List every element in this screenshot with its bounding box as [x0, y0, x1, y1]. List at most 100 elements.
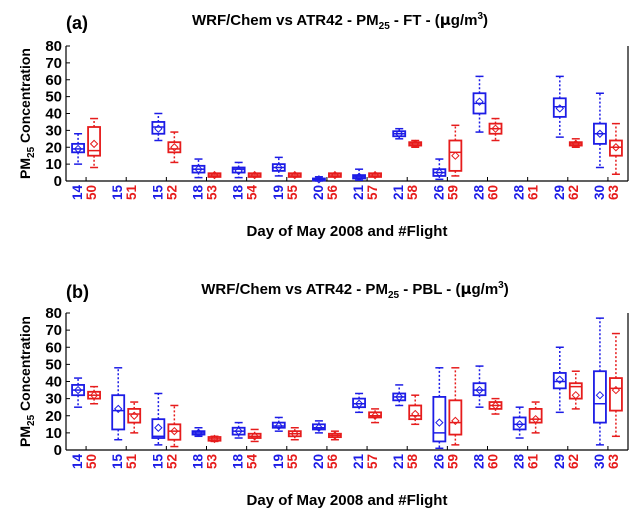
obs-box [488, 117, 503, 142]
y-tick-label: 60 [45, 72, 62, 89]
x-tick-day: 21 [391, 454, 406, 470]
model-box-mean-marker [555, 104, 564, 113]
y-tick-label: 40 [45, 106, 62, 123]
model-box-mean-marker [314, 175, 324, 184]
y-axis-label-part: 25 [26, 146, 37, 158]
obs-box [568, 138, 583, 149]
model-box [392, 384, 407, 407]
obs-box-mean-marker [250, 170, 259, 180]
model-box [552, 346, 567, 414]
model-box-mean-marker [274, 421, 283, 431]
x-tick-day: 29 [552, 454, 567, 469]
obs-box [408, 394, 423, 426]
model-box [151, 392, 166, 446]
x-tick-flight: 58 [405, 185, 420, 201]
x-tick-day: 30 [592, 185, 607, 200]
x-tick-day: 14 [70, 454, 85, 470]
y-tick-label: 0 [54, 442, 62, 459]
model-box-iqr [472, 382, 487, 397]
model-box-mean-marker [475, 385, 484, 395]
model-box [191, 426, 206, 438]
x-tick-day: 26 [431, 185, 446, 201]
chart-title-part: - FT - ( [390, 12, 440, 29]
obs-box [328, 170, 342, 180]
y-tick-label: 40 [45, 374, 62, 391]
model-box [271, 156, 286, 177]
model-box-mean-marker [234, 426, 243, 436]
model-box-iqr [552, 97, 567, 118]
model-box-iqr [111, 394, 126, 431]
model-box-iqr [151, 418, 166, 439]
obs-box-iqr [448, 139, 463, 172]
obs-box-mean-marker [370, 411, 380, 420]
obs-box-mean-marker [290, 170, 299, 180]
model-box [231, 161, 246, 179]
x-tick-flight: 62 [566, 185, 581, 200]
chart-title-part: g/m [451, 12, 478, 29]
x-tick-day: 29 [552, 185, 567, 200]
chart-title-part: ) [483, 12, 488, 29]
x-tick-day: 26 [431, 454, 446, 470]
y-tick-label: 20 [45, 408, 62, 425]
panel-b: (b) WRF/Chem vs ATR42 - PM25 - PBL - (μg/… [17, 280, 629, 508]
model-box-mean-marker [595, 129, 605, 138]
model-box-mean-marker [114, 404, 123, 414]
x-tick-flight: 57 [365, 185, 380, 200]
obs-box [287, 170, 302, 180]
model-box-mean-marker [475, 97, 484, 106]
model-box [231, 421, 246, 439]
panel-a: (a) WRF/Chem vs ATR42 - PM25 - FT - (μg/m… [17, 11, 629, 240]
x-tick-flight: 50 [84, 454, 99, 469]
model-box-mean-marker [194, 164, 203, 174]
obs-box [448, 367, 463, 446]
y-axis-label-part: Concentration [17, 316, 33, 415]
model-box-mean-marker [395, 392, 404, 402]
model-box-mean-marker [354, 172, 364, 181]
model-box-iqr [432, 396, 447, 443]
obs-box [87, 117, 101, 169]
model-box-mean-marker [595, 390, 605, 400]
x-tick-flight: 58 [405, 454, 420, 470]
model-box-mean-marker [314, 423, 324, 432]
model-box-mean-marker [73, 144, 83, 154]
model-box-mean-marker [154, 124, 163, 133]
obs-box-iqr [167, 141, 182, 154]
obs-box-iqr [368, 411, 382, 419]
obs-box-iqr [408, 404, 423, 421]
obs-box-mean-marker [130, 411, 139, 420]
panel-label: (a) [66, 13, 88, 33]
model-box-mean-marker [274, 163, 283, 172]
x-tick-flight: 63 [606, 454, 621, 470]
x-tick-flight: 59 [445, 454, 460, 469]
x-tick-flight: 56 [325, 454, 340, 470]
obs-box [167, 404, 182, 448]
x-tick-flight: 60 [486, 185, 501, 200]
obs-box-mean-marker [451, 151, 460, 160]
obs-box-iqr [167, 423, 182, 441]
model-box [191, 158, 206, 179]
x-tick-flight: 54 [245, 185, 260, 201]
model-box [71, 377, 85, 408]
y-tick-label: 10 [45, 425, 62, 442]
model-box [472, 365, 487, 408]
model-box-iqr [271, 421, 286, 429]
obs-box [167, 131, 182, 164]
model-box [512, 406, 527, 439]
obs-box-mean-marker [210, 170, 219, 180]
x-tick-day: 28 [512, 454, 527, 470]
x-tick-flight: 51 [124, 454, 139, 470]
x-tick-flight: 63 [606, 185, 621, 201]
y-tick-label: 50 [45, 356, 62, 373]
obs-box-mean-marker [571, 390, 580, 400]
x-axis-label: Day of May 2008 and #Flight [247, 223, 448, 240]
x-tick-flight: 52 [164, 454, 179, 469]
x-tick-flight: 55 [285, 185, 300, 201]
x-tick-flight: 50 [84, 185, 99, 200]
x-tick-day: 28 [472, 185, 487, 201]
y-axis-label: PM25 Concentration [17, 48, 37, 179]
panel-label: (b) [66, 282, 89, 302]
model-box-mean-marker [194, 428, 203, 438]
obs-box [247, 170, 262, 180]
chart-title-part: μ [460, 280, 471, 298]
